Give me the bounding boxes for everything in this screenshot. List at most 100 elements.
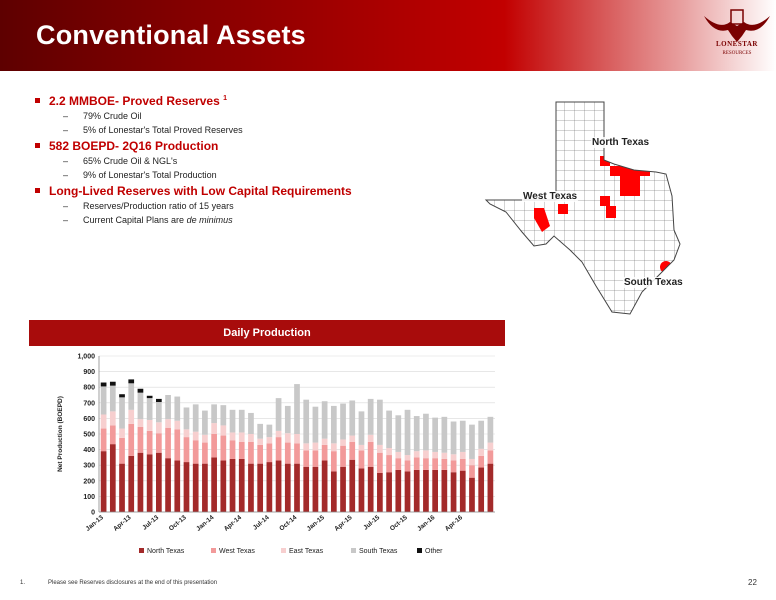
bar-segment <box>321 438 328 445</box>
bar-segment <box>183 429 190 438</box>
bar-segment <box>137 419 144 427</box>
bar-segment <box>146 395 153 399</box>
bar-segment <box>248 441 254 464</box>
bar-segment <box>165 419 171 428</box>
y-tick-label: 0 <box>91 510 95 517</box>
bar-segment <box>165 427 171 459</box>
bar-segment <box>128 409 135 424</box>
bar-segment <box>303 443 310 451</box>
bar-segment <box>137 392 144 420</box>
bar-segment <box>257 423 264 439</box>
bar-segment <box>441 452 448 459</box>
bar-segment <box>386 448 392 456</box>
bar-segment <box>275 437 282 461</box>
x-tick-label: Apr-16 <box>444 514 465 533</box>
x-tick-label: Apr-14 <box>223 514 244 533</box>
bar-segment <box>441 469 448 512</box>
bar-segment <box>330 443 337 452</box>
x-tick-label: Jul-15 <box>362 514 381 532</box>
bar-segment <box>340 403 346 440</box>
bar-segment <box>183 407 190 430</box>
bar-segment <box>432 469 438 512</box>
bar-segment <box>469 465 475 478</box>
bar-segment <box>165 458 171 512</box>
bullet-production: 582 BOEPD- 2Q16 Production <box>33 139 473 153</box>
bar-segment <box>156 433 162 453</box>
bar-segment <box>450 421 457 455</box>
y-tick-label: 1,000 <box>77 354 95 361</box>
bar-segment <box>367 434 374 442</box>
legend-swatch <box>281 548 286 553</box>
page-number: 22 <box>748 578 757 587</box>
bar-segment <box>321 401 328 439</box>
bar-segment <box>459 420 466 452</box>
bar-segment <box>450 454 457 461</box>
bar-segment <box>275 398 282 431</box>
footnote: 1. Please see Reserves disclosures at the… <box>20 580 218 586</box>
bar-segment <box>238 409 245 433</box>
bar-segment <box>395 469 402 512</box>
footnote-marker: 1 <box>223 95 227 102</box>
bar-segment <box>423 458 429 470</box>
bar-segment <box>119 437 125 464</box>
y-tick-label: 900 <box>83 369 95 376</box>
bar-segment <box>202 410 208 435</box>
bar-segment <box>330 471 337 512</box>
x-tick-label: Jan-14 <box>195 514 216 533</box>
bar-segment <box>377 473 383 512</box>
bar-segment <box>450 472 457 512</box>
bar-segment <box>257 444 264 464</box>
bar-segment <box>109 381 116 386</box>
bar-segment <box>128 379 135 384</box>
bar-segment <box>128 383 135 410</box>
bar-segment <box>469 477 475 512</box>
sub-bullet: 65% Crude Oil & NGL's <box>33 156 473 166</box>
bar-segment <box>450 460 457 473</box>
bar-segment <box>358 444 365 451</box>
bar-segment <box>413 469 420 512</box>
bar-segment <box>284 463 291 512</box>
bar-segment <box>469 424 475 459</box>
bar-segment <box>459 470 466 512</box>
bar-segment <box>478 448 485 456</box>
bar-segment <box>358 468 365 512</box>
bar-segment <box>395 458 402 470</box>
bar-segment <box>156 422 162 434</box>
bar-segment <box>487 416 494 443</box>
bar-segment <box>229 432 236 441</box>
bar-segment <box>211 457 217 512</box>
x-tick-label: Jan-15 <box>306 514 327 533</box>
bar-segment <box>459 451 466 459</box>
bar-segment <box>146 454 153 512</box>
bar-segment <box>312 406 319 443</box>
bar-segment <box>487 442 494 451</box>
bar-segment <box>432 451 438 459</box>
bar-segment <box>100 428 107 452</box>
bar-segment <box>156 398 162 403</box>
x-tick-label: Jul-13 <box>141 514 160 532</box>
bar-segment <box>100 451 107 512</box>
bar-segment <box>100 386 107 415</box>
bar-segment <box>312 466 319 512</box>
bar-segment <box>294 434 300 444</box>
bar-segment <box>312 450 319 467</box>
bar-segment <box>349 441 356 460</box>
bar-segment <box>156 402 162 423</box>
x-tick-label: Jan-13 <box>85 514 106 533</box>
bar-segment <box>459 458 466 471</box>
bar-segment <box>294 443 300 464</box>
bar-segment <box>294 463 300 512</box>
bar-segment <box>192 440 199 464</box>
legend-swatch <box>351 548 356 553</box>
legend-swatch <box>139 548 144 553</box>
bar-segment <box>386 455 392 473</box>
bar-segment <box>229 440 236 459</box>
bar-segment <box>128 455 135 512</box>
bar-segment <box>340 445 346 467</box>
longhorn-logo-icon <box>704 9 770 42</box>
legend-label: Other <box>425 548 443 555</box>
bar-segment <box>128 423 135 456</box>
x-tick-label: Apr-13 <box>112 514 133 533</box>
bar-segment <box>238 432 245 442</box>
bar-segment <box>266 462 273 512</box>
